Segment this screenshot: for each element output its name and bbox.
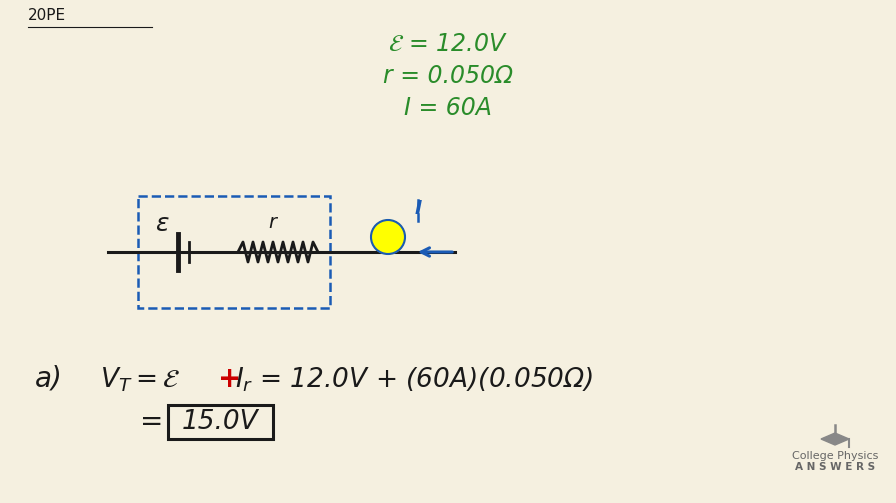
Text: 15.0V: 15.0V	[182, 409, 259, 435]
Text: $I_r$ = 12.0V + (60A)(0.050Ω): $I_r$ = 12.0V + (60A)(0.050Ω)	[235, 365, 593, 393]
Text: +: +	[218, 365, 241, 393]
Text: I: I	[414, 199, 422, 217]
Text: A N S W E R S: A N S W E R S	[795, 462, 875, 472]
Text: $\mathcal{E}$ = 12.0V: $\mathcal{E}$ = 12.0V	[388, 32, 508, 56]
Text: r = 0.050Ω: r = 0.050Ω	[383, 64, 513, 88]
Text: $V_T = \mathcal{E}$: $V_T = \mathcal{E}$	[100, 365, 180, 393]
Text: =: =	[140, 408, 163, 436]
Bar	[168, 405, 273, 439]
Polygon shape	[821, 433, 849, 445]
Text: a): a)	[35, 365, 63, 393]
Text: r: r	[268, 212, 276, 231]
Text: 20PE: 20PE	[28, 8, 66, 23]
Text: College Physics: College Physics	[792, 451, 878, 461]
Text: I = 60A: I = 60A	[404, 96, 492, 120]
Circle shape	[371, 220, 405, 254]
Text: $\varepsilon$: $\varepsilon$	[155, 212, 169, 236]
Bar	[138, 196, 330, 308]
